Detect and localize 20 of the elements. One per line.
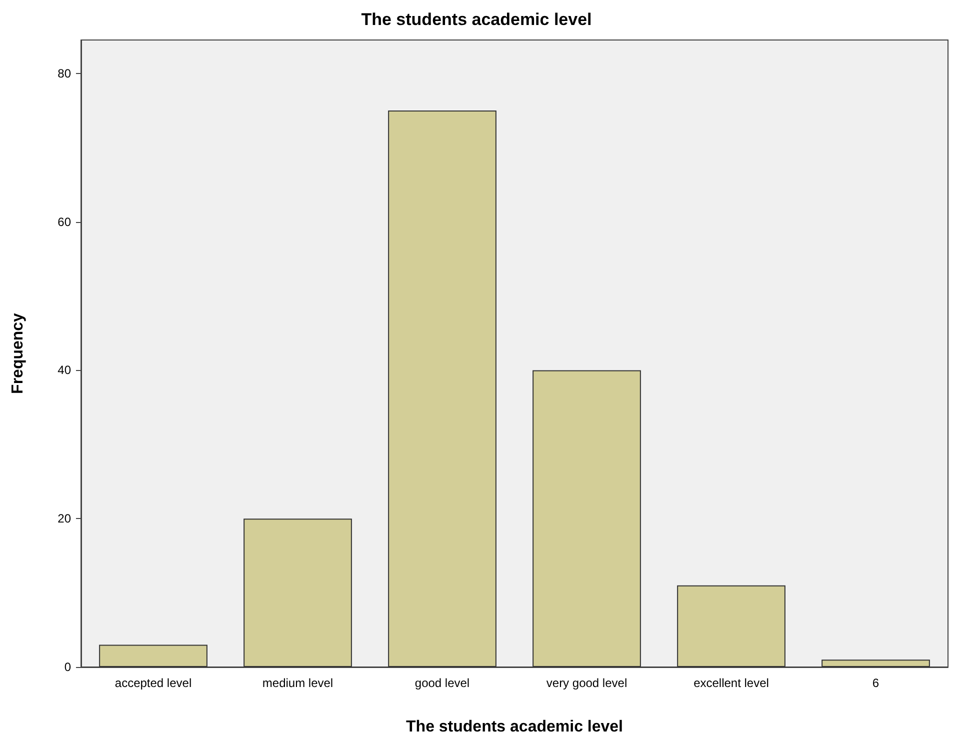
x-tick-label: good level <box>414 676 470 690</box>
y-tick-label: 0 <box>64 660 72 674</box>
x-tick-label: 6 <box>872 676 880 690</box>
bar <box>388 110 496 667</box>
bar <box>244 518 352 667</box>
y-axis-title: Frequency <box>10 312 26 394</box>
y-tick-label: 40 <box>58 363 72 378</box>
x-tick-label: excellent level <box>694 676 769 690</box>
bar <box>677 585 786 667</box>
x-tick-label: medium level <box>262 676 334 690</box>
bar <box>99 644 208 667</box>
chart-title: The students academic level <box>361 10 592 29</box>
x-axis-title: The students academic level <box>406 718 623 736</box>
x-tick-label: accepted level <box>114 676 192 690</box>
y-tick-label: 80 <box>58 66 72 80</box>
bar <box>822 660 930 667</box>
bar <box>532 370 641 667</box>
y-tick-label: 20 <box>58 512 72 526</box>
y-tick-label: 60 <box>58 214 72 229</box>
x-tick-label: very good level <box>546 676 628 690</box>
